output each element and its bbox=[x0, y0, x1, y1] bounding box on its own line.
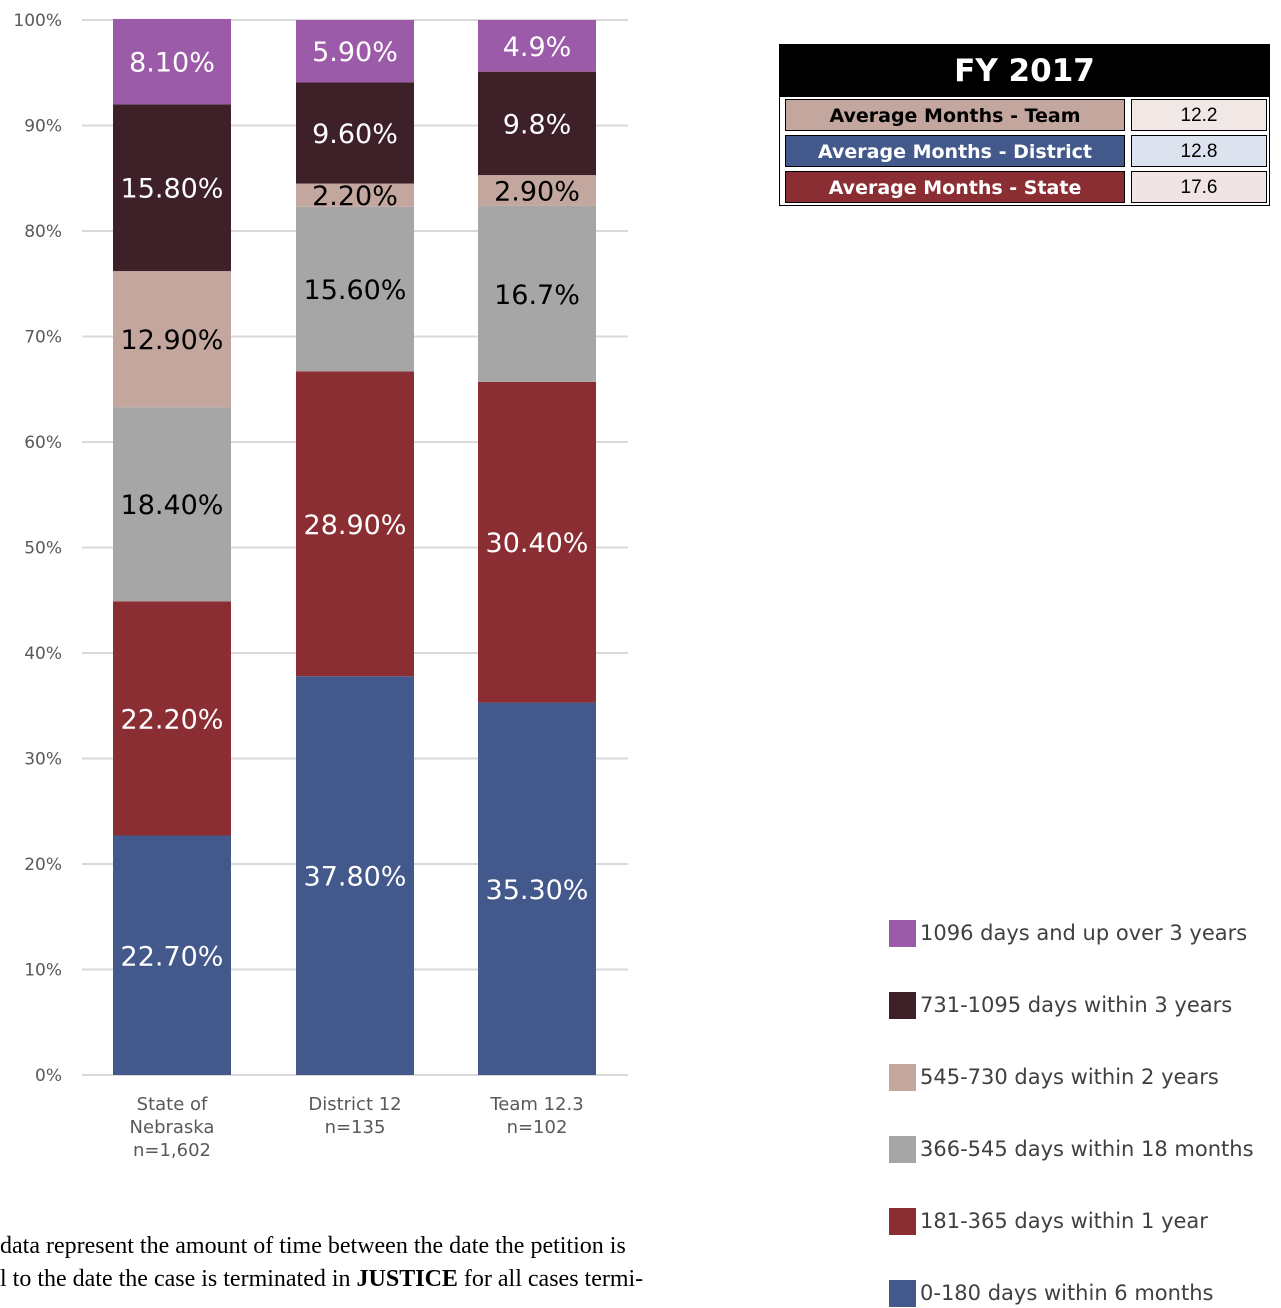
fy-label-state: Average Months - State bbox=[785, 171, 1125, 203]
bar-segment bbox=[296, 371, 414, 677]
footnote-justice-bold: JUSTICE bbox=[356, 1266, 458, 1292]
x-category-label: State of Nebraska n=1,602 bbox=[130, 1094, 215, 1161]
data-label: 16.7% bbox=[494, 280, 580, 311]
footnote-text: data represent the amount of time betwee… bbox=[0, 1230, 860, 1296]
data-label: 15.80% bbox=[121, 174, 224, 205]
fy-label-district: Average Months - District bbox=[785, 135, 1125, 167]
y-tick-label: 50% bbox=[24, 539, 62, 559]
legend-item: 545-730 days within 2 years bbox=[889, 1062, 1219, 1092]
legend-swatch bbox=[889, 991, 916, 1019]
data-label: 4.9% bbox=[503, 32, 572, 63]
bar-segment bbox=[296, 20, 414, 83]
legend-swatch bbox=[889, 1135, 916, 1163]
footnote-line-1: data represent the amount of time betwee… bbox=[0, 1233, 626, 1259]
x-category-label-line: District 12 bbox=[308, 1094, 401, 1115]
bar-segment bbox=[296, 183, 414, 207]
legend-label: 366-545 days within 18 months bbox=[920, 1137, 1254, 1161]
x-category-label: District 12 n=135 bbox=[308, 1094, 401, 1138]
fy-summary-table: FY 2017 Average Months - Team 12.2 Avera… bbox=[779, 44, 1270, 206]
data-label: 2.90% bbox=[494, 176, 580, 207]
bar-segment bbox=[478, 381, 596, 703]
bar-segment bbox=[113, 18, 231, 105]
legend-label: 731-1095 days within 3 years bbox=[920, 993, 1233, 1017]
bar-segment bbox=[478, 71, 596, 176]
stacked-bar-chart: 0% 10% 20% 30% 40% 50% 60% 70% 80% 90% 100% 22.70%… bbox=[13, 11, 628, 1161]
legend-label: 0-180 days within 6 months bbox=[920, 1281, 1214, 1305]
y-tick-label: 40% bbox=[24, 644, 62, 664]
data-label: 28.90% bbox=[304, 510, 407, 541]
fy-row-district: Average Months - District 12.8 bbox=[780, 133, 1269, 169]
x-category-label-line: n=102 bbox=[507, 1117, 568, 1138]
bar-segment bbox=[478, 175, 596, 206]
bar-segment bbox=[113, 601, 231, 836]
y-tick-label: 100% bbox=[13, 11, 62, 31]
fy-summary-title: FY 2017 bbox=[954, 53, 1095, 89]
legend-item: 366-545 days within 18 months bbox=[889, 1134, 1254, 1164]
bar-segment bbox=[478, 205, 596, 382]
legend-swatch bbox=[889, 1279, 916, 1307]
x-category-label-line: Team 12.3 bbox=[489, 1094, 583, 1115]
x-axis-category-labels: State of Nebraska n=1,602 District 12 n=135 T… bbox=[130, 1094, 584, 1161]
legend-item: 181-365 days within 1 year bbox=[889, 1206, 1208, 1236]
data-label: 22.70% bbox=[121, 941, 224, 972]
legend-label: 181-365 days within 1 year bbox=[920, 1209, 1208, 1233]
data-label: 5.90% bbox=[312, 37, 398, 68]
x-category-label-line: State of bbox=[137, 1094, 208, 1115]
footnote-line-2b: for all cases termi- bbox=[457, 1266, 644, 1292]
x-category-label-line: n=135 bbox=[325, 1117, 386, 1138]
fy-row-team: Average Months - Team 12.2 bbox=[780, 97, 1269, 133]
data-label: 15.60% bbox=[304, 275, 407, 306]
y-tick-label: 90% bbox=[24, 117, 62, 137]
bar-segment bbox=[478, 20, 596, 72]
fy-value-state: 17.6 bbox=[1131, 171, 1267, 203]
legend-item: 1096 days and up over 3 years bbox=[889, 918, 1247, 948]
y-axis-tick-labels: 0% 10% 20% 30% 40% 50% 60% 70% 80% 90% 100% bbox=[13, 11, 62, 1086]
data-label: 22.20% bbox=[121, 704, 224, 735]
y-tick-label: 10% bbox=[24, 961, 62, 981]
bars bbox=[113, 18, 596, 1075]
y-tick-label: 60% bbox=[24, 433, 62, 453]
fy-row-state: Average Months - State 17.6 bbox=[780, 169, 1269, 205]
data-label: 37.80% bbox=[304, 862, 407, 893]
footnote-line-2: l to the date the case is terminated in … bbox=[0, 1263, 860, 1296]
data-label: 9.60% bbox=[312, 119, 398, 150]
data-label: 9.8% bbox=[503, 109, 572, 140]
y-tick-label: 30% bbox=[24, 750, 62, 770]
data-label: 18.40% bbox=[121, 490, 224, 521]
bar-segment bbox=[113, 104, 231, 272]
footnote-line-2a: l to the date the case is terminated in bbox=[0, 1266, 357, 1292]
legend-swatch bbox=[889, 1207, 916, 1235]
bar-segment bbox=[478, 702, 596, 1075]
legend-item: 0-180 days within 6 months bbox=[889, 1278, 1213, 1308]
legend-label: 1096 days and up over 3 years bbox=[920, 921, 1248, 945]
fy-label-team: Average Months - Team bbox=[785, 99, 1125, 131]
data-label: 35.30% bbox=[486, 875, 589, 906]
data-label: 2.20% bbox=[312, 181, 398, 212]
bar-segment bbox=[296, 82, 414, 184]
y-tick-label: 80% bbox=[24, 222, 62, 242]
fy-value-team: 12.2 bbox=[1131, 99, 1267, 131]
legend-label: 545-730 days within 2 years bbox=[920, 1065, 1219, 1089]
y-tick-label: 70% bbox=[24, 328, 62, 348]
data-label: 8.10% bbox=[129, 48, 215, 79]
bar-segment bbox=[113, 271, 231, 408]
x-category-label: Team 12.3 n=102 bbox=[489, 1094, 583, 1138]
legend-item: 731-1095 days within 3 years bbox=[889, 990, 1232, 1020]
y-tick-label: 0% bbox=[35, 1066, 62, 1086]
bar-segment bbox=[113, 835, 231, 1075]
data-labels: 22.70% 22.20% 18.40% 12.90% 15.80% 8.10% 37.80… bbox=[121, 32, 589, 972]
legend-swatch bbox=[889, 919, 916, 947]
data-label: 30.40% bbox=[486, 528, 589, 559]
fy-value-district: 12.8 bbox=[1131, 135, 1267, 167]
x-category-label-line: n=1,602 bbox=[133, 1140, 211, 1161]
data-label: 12.90% bbox=[121, 325, 224, 356]
bar-segment bbox=[296, 206, 414, 372]
y-tick-label: 20% bbox=[24, 855, 62, 875]
x-category-label-line: Nebraska bbox=[130, 1117, 215, 1138]
bar-segment bbox=[113, 407, 231, 602]
bar-segment bbox=[296, 676, 414, 1075]
legend-swatch bbox=[889, 1063, 916, 1091]
